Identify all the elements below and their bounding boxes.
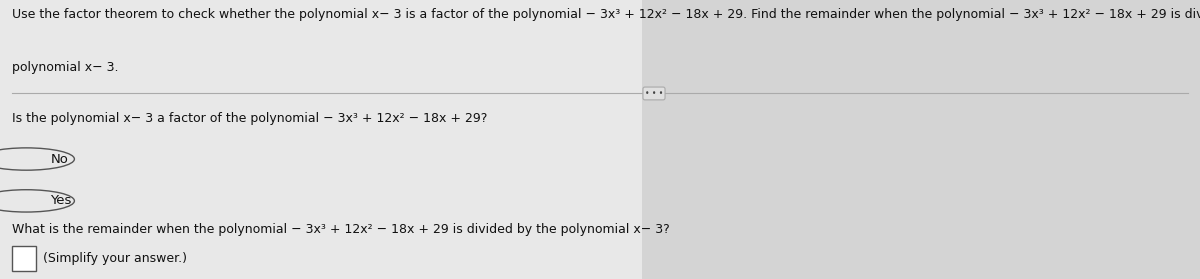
Text: Is the polynomial x− 3 a factor of the polynomial − 3x³ + 12x² − 18x + 29?: Is the polynomial x− 3 a factor of the p… <box>12 112 487 125</box>
Text: No: No <box>50 153 68 165</box>
FancyBboxPatch shape <box>12 246 36 271</box>
Text: What is the remainder when the polynomial − 3x³ + 12x² − 18x + 29 is divided by : What is the remainder when the polynomia… <box>12 223 670 236</box>
Text: (Simplify your answer.): (Simplify your answer.) <box>43 252 187 264</box>
FancyBboxPatch shape <box>0 0 642 279</box>
Text: • • •: • • • <box>644 89 664 98</box>
Text: Yes: Yes <box>50 194 72 207</box>
Text: polynomial x− 3.: polynomial x− 3. <box>12 61 119 74</box>
Text: Use the factor theorem to check whether the polynomial x− 3 is a factor of the p: Use the factor theorem to check whether … <box>12 8 1200 21</box>
FancyBboxPatch shape <box>642 0 1200 279</box>
